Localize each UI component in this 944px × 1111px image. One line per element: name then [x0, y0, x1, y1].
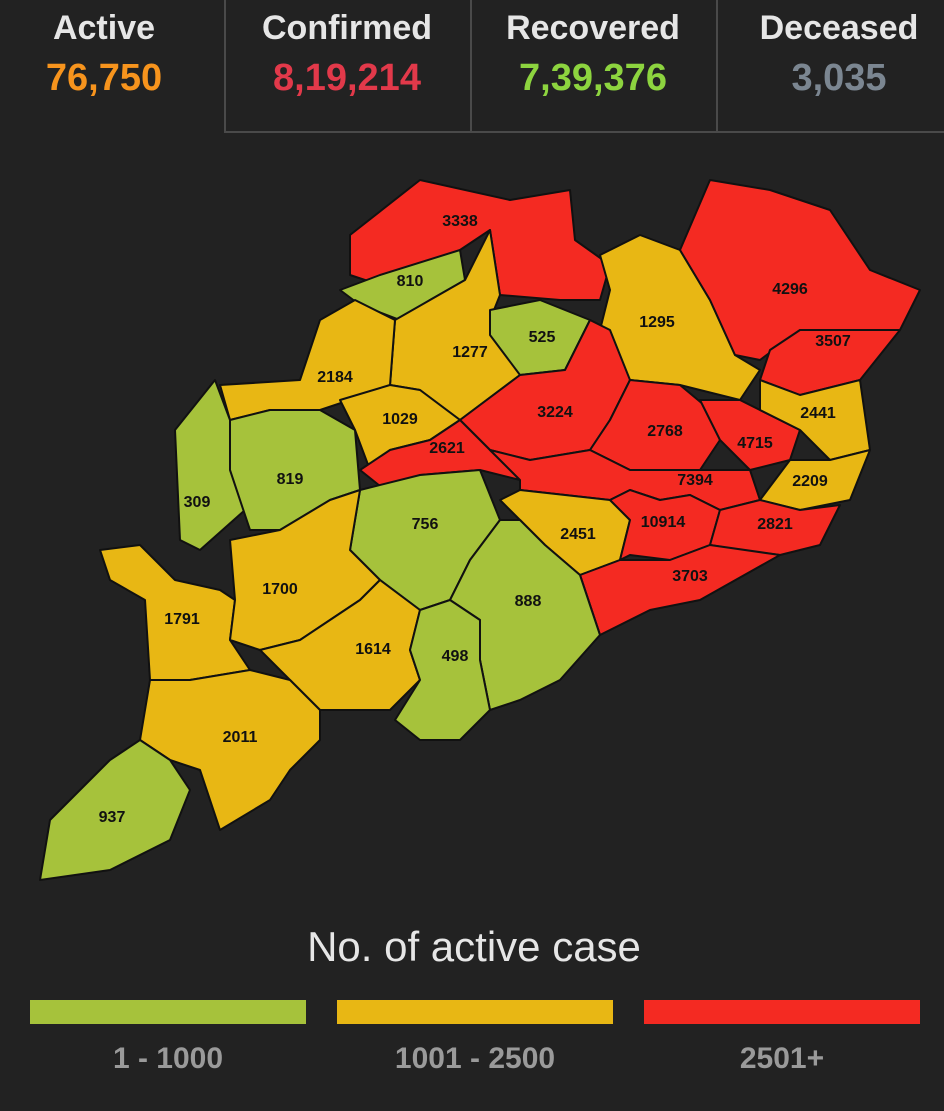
stat-value: 7,39,376 — [519, 57, 667, 99]
legend-label: 1 - 1000 — [113, 1042, 223, 1075]
district-label: 1791 — [164, 611, 200, 628]
legend-swatch — [337, 1000, 613, 1024]
district-label: 3703 — [672, 568, 708, 585]
district-label: 525 — [529, 329, 556, 346]
stat-label: Active — [53, 9, 155, 47]
district-label: 3507 — [815, 333, 851, 350]
legend-swatch — [644, 1000, 920, 1024]
stat-value: 3,035 — [791, 57, 886, 99]
district — [579, 544, 781, 636]
district-label: 1700 — [262, 581, 298, 598]
district — [39, 739, 191, 881]
district — [679, 179, 921, 361]
legend-title: No. of active case — [307, 923, 641, 970]
district-label: 7394 — [677, 472, 713, 489]
legend-label: 2501+ — [740, 1042, 824, 1075]
stat-value: 8,19,214 — [273, 57, 421, 99]
district-label: 937 — [99, 809, 126, 826]
legend-label: 1001 - 2500 — [395, 1042, 555, 1075]
stat-box — [716, 0, 944, 133]
district-label: 3224 — [537, 404, 573, 421]
stat-label: Deceased — [760, 9, 919, 47]
district-label: 309 — [184, 494, 211, 511]
district-label: 2011 — [223, 729, 258, 746]
district-label: 1277 — [452, 344, 488, 361]
district-label: 2184 — [317, 369, 353, 386]
district-label: 2441 — [800, 405, 836, 422]
district — [394, 599, 491, 741]
district-label: 2621 — [429, 440, 465, 457]
district-label: 2209 — [792, 473, 828, 490]
district-label: 3338 — [442, 213, 478, 230]
district-label: 2768 — [647, 423, 683, 440]
district-label: 819 — [277, 471, 304, 488]
district-label: 2451 — [560, 526, 596, 543]
legend-swatch — [30, 1000, 306, 1024]
district-label: 10914 — [641, 514, 686, 531]
district-label: 888 — [515, 593, 542, 610]
stat-label: Confirmed — [262, 9, 432, 47]
district — [599, 234, 761, 401]
stat-value: 76,750 — [46, 57, 162, 99]
district-label: 1029 — [382, 411, 418, 428]
district-label: 1295 — [639, 314, 675, 331]
district-label: 4296 — [772, 281, 808, 298]
district-label: 756 — [412, 516, 439, 533]
district-label: 4715 — [737, 435, 773, 452]
district-label: 810 — [397, 273, 424, 290]
district — [99, 544, 251, 681]
district-label: 2821 — [757, 516, 793, 533]
stat-label: Recovered — [506, 9, 680, 47]
district-label: 1614 — [355, 641, 391, 658]
district-label: 498 — [442, 648, 469, 665]
